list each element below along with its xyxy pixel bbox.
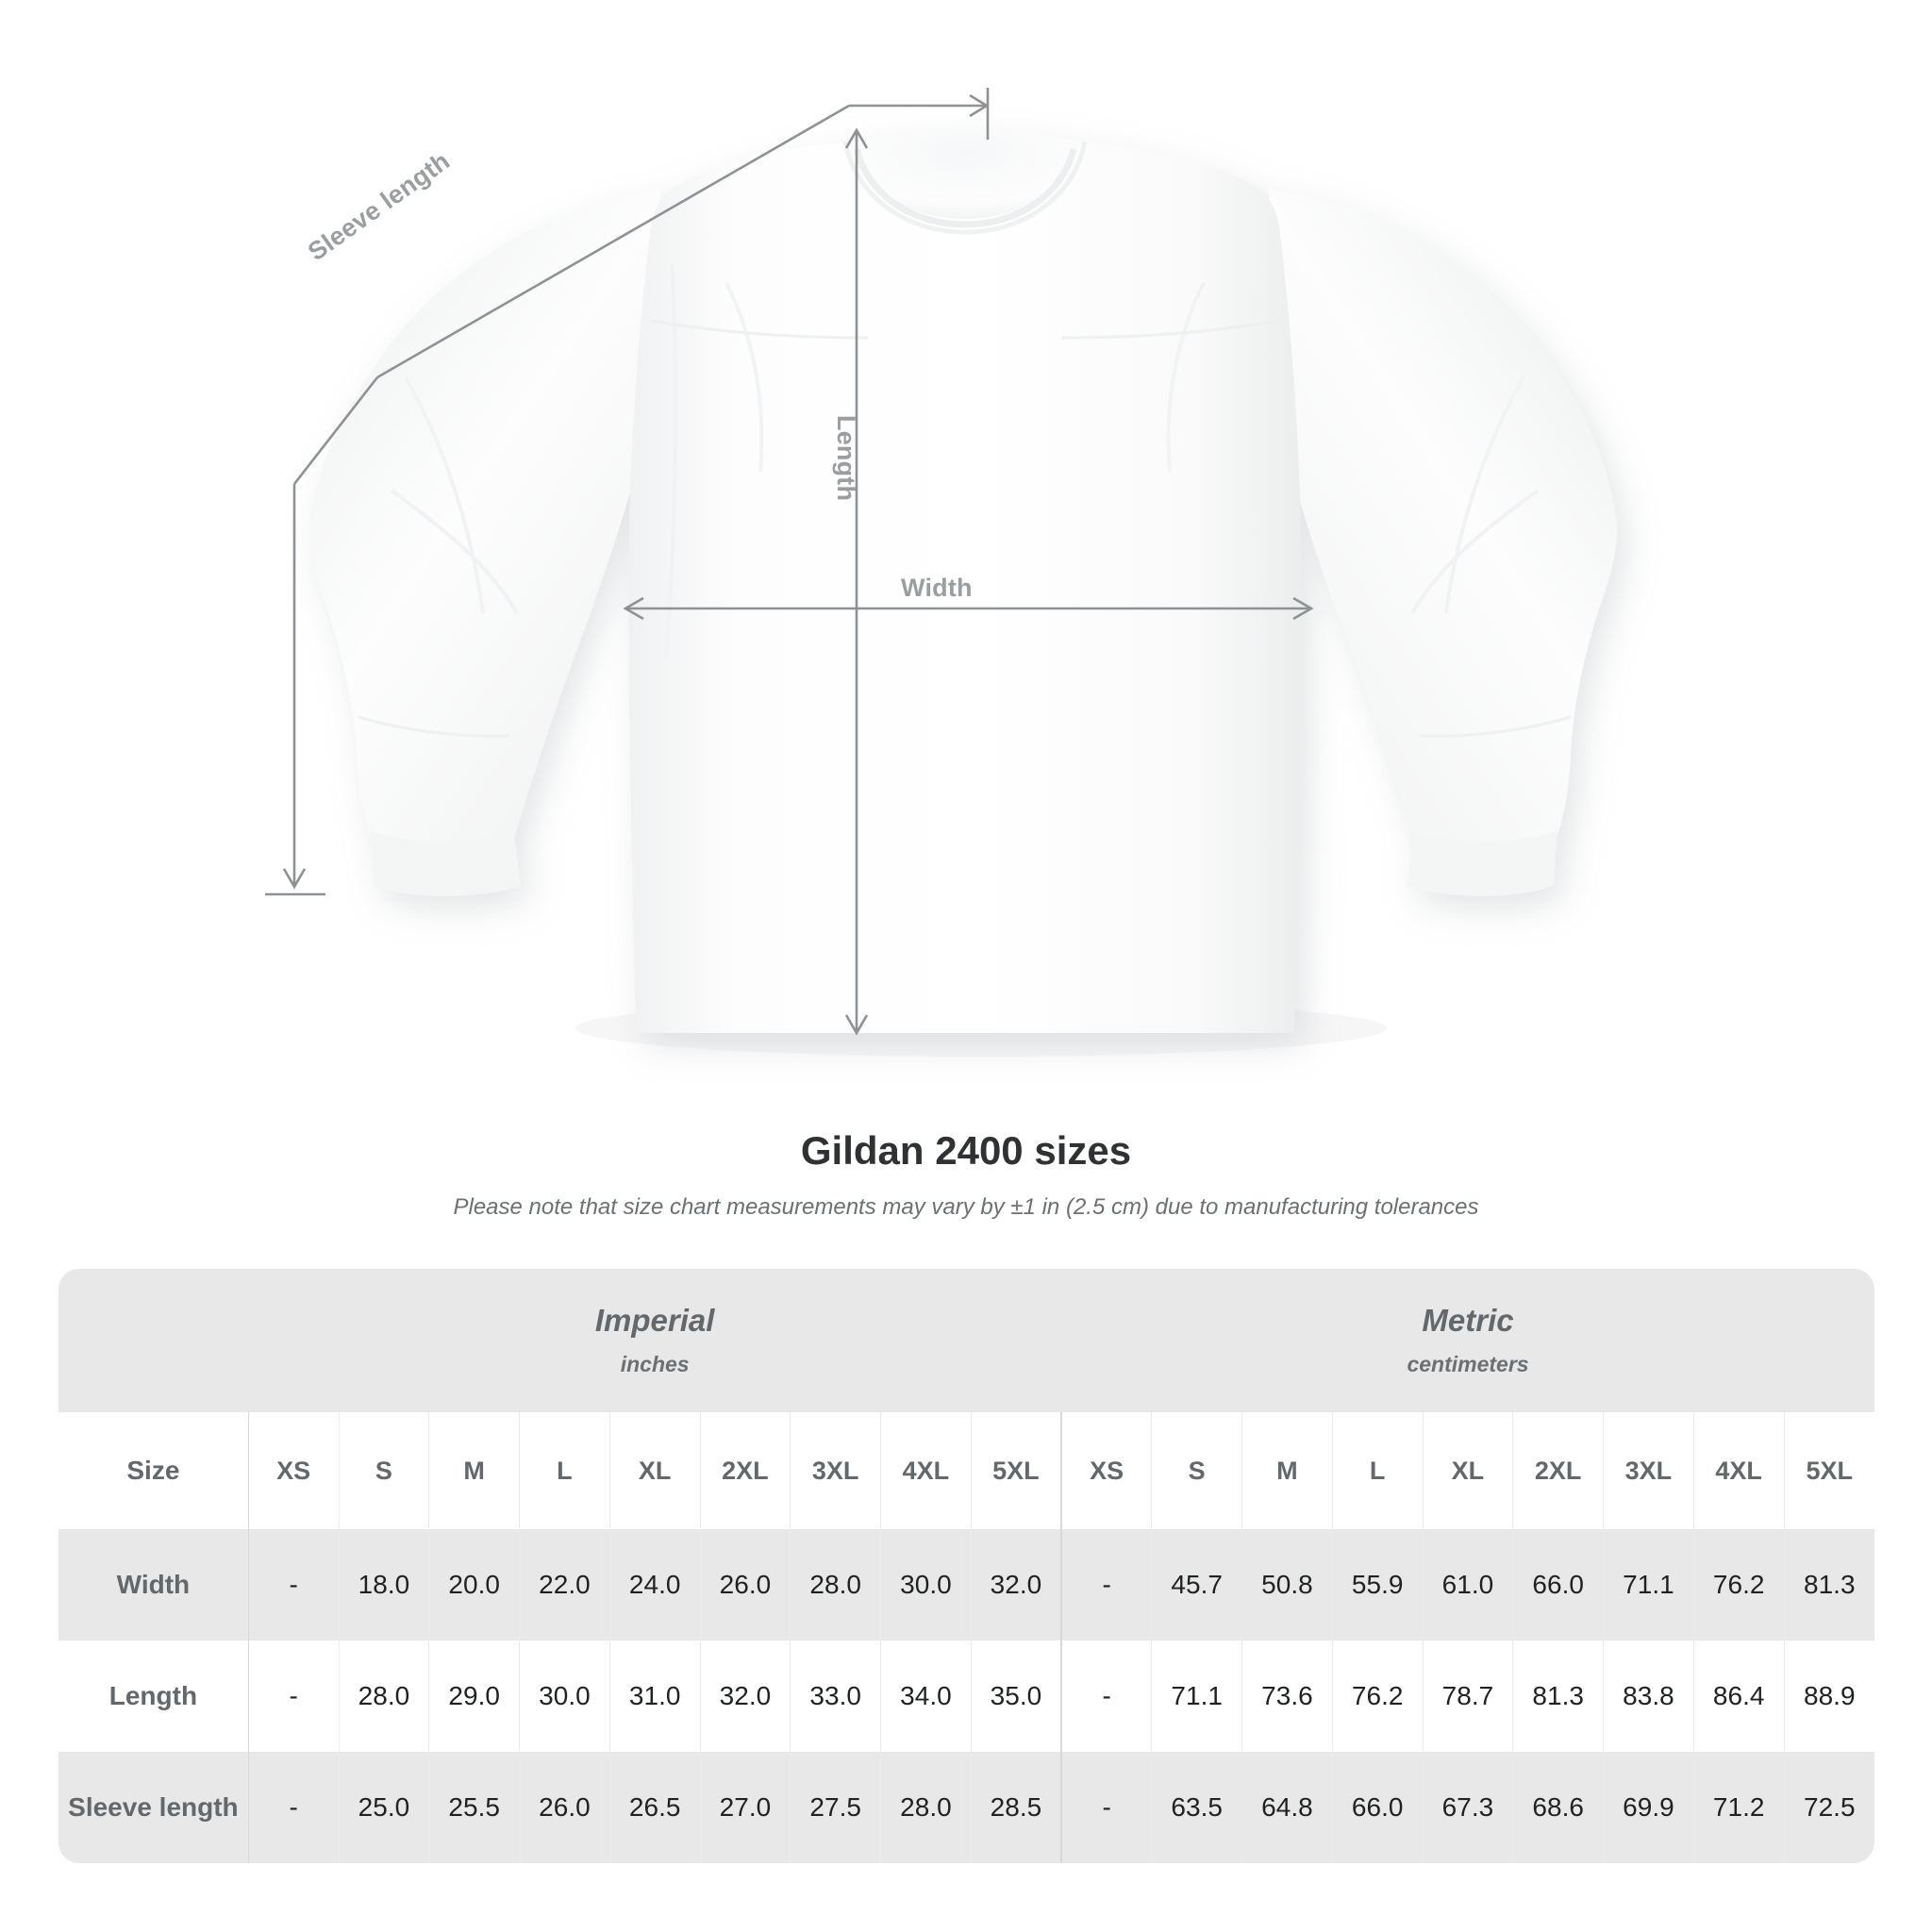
width-metric-l: 55.9	[1332, 1529, 1424, 1641]
width-measure-label: Width	[901, 574, 973, 602]
garment-illustration: Sleeve length Length Width	[265, 88, 1618, 1036]
table-row-length: Length - 28.0 29.0 30.0 31.0 32.0 33.0 3…	[58, 1641, 1874, 1752]
length-imperial-3xl: 33.0	[790, 1641, 882, 1752]
length-imperial-xl: 31.0	[609, 1641, 701, 1752]
width-metric-3xl: 71.1	[1603, 1529, 1694, 1641]
imperial-group-header: Imperial inches	[248, 1269, 1062, 1412]
imperial-system-label: Imperial	[594, 1303, 715, 1339]
length-metric-xs: -	[1060, 1641, 1153, 1752]
size-chart-table: Imperial inches Metric centimeters Size …	[58, 1269, 1874, 1863]
long-sleeve-shirt-graphic	[265, 88, 1618, 1036]
size-col-metric-xl: XL	[1423, 1412, 1514, 1529]
sleeve-metric-4xl: 71.2	[1693, 1752, 1785, 1863]
title-block: Gildan 2400 sizes Please note that size …	[0, 1128, 1932, 1221]
sleeve-imperial-3xl: 27.5	[790, 1752, 882, 1863]
width-imperial-4xl: 30.0	[880, 1529, 972, 1641]
width-metric-s: 45.7	[1151, 1529, 1243, 1641]
sleeve-metric-m: 64.8	[1241, 1752, 1333, 1863]
width-imperial-5xl: 32.0	[971, 1529, 1062, 1641]
size-header-cell: Size	[58, 1412, 249, 1529]
width-imperial-m: 20.0	[428, 1529, 521, 1641]
length-imperial-xs: -	[248, 1641, 340, 1752]
size-col-metric-3xl: 3XL	[1603, 1412, 1694, 1529]
width-imperial-xs: -	[248, 1529, 340, 1641]
width-imperial-3xl: 28.0	[790, 1529, 882, 1641]
length-imperial-2xl: 32.0	[700, 1641, 791, 1752]
length-imperial-s: 28.0	[339, 1641, 430, 1752]
sleeve-imperial-l: 26.0	[519, 1752, 610, 1863]
width-metric-m: 50.8	[1241, 1529, 1333, 1641]
size-chart-table-wrapper: Imperial inches Metric centimeters Size …	[58, 1269, 1874, 1863]
length-imperial-5xl: 35.0	[971, 1641, 1062, 1752]
sleeve-imperial-2xl: 27.0	[700, 1752, 791, 1863]
size-col-metric-s: S	[1151, 1412, 1243, 1529]
sleeve-metric-5xl: 72.5	[1784, 1752, 1874, 1863]
length-metric-3xl: 83.8	[1603, 1641, 1694, 1752]
sleeve-imperial-4xl: 28.0	[880, 1752, 972, 1863]
row-label-width: Width	[58, 1529, 249, 1641]
length-imperial-m: 29.0	[428, 1641, 521, 1752]
length-metric-xl: 78.7	[1423, 1641, 1514, 1752]
width-metric-4xl: 76.2	[1693, 1529, 1785, 1641]
length-imperial-4xl: 34.0	[880, 1641, 972, 1752]
length-metric-5xl: 88.9	[1784, 1641, 1874, 1752]
sleeve-imperial-5xl: 28.5	[971, 1752, 1062, 1863]
size-col-imperial-s: S	[339, 1412, 430, 1529]
size-col-metric-l: L	[1332, 1412, 1424, 1529]
metric-system-label: Metric	[1422, 1303, 1514, 1339]
width-imperial-l: 22.0	[519, 1529, 610, 1641]
table-row-width: Width - 18.0 20.0 22.0 24.0 26.0 28.0 30…	[58, 1529, 1874, 1641]
size-col-imperial-l: L	[519, 1412, 610, 1529]
page-title: Gildan 2400 sizes	[800, 1128, 1132, 1173]
width-metric-xl: 61.0	[1423, 1529, 1514, 1641]
sleeve-imperial-m: 25.5	[428, 1752, 521, 1863]
length-metric-s: 71.1	[1151, 1641, 1243, 1752]
width-imperial-s: 18.0	[339, 1529, 430, 1641]
size-col-metric-xs: XS	[1060, 1412, 1153, 1529]
size-col-metric-5xl: 5XL	[1784, 1412, 1874, 1529]
sleeve-metric-xl: 67.3	[1423, 1752, 1514, 1863]
width-metric-2xl: 66.0	[1512, 1529, 1605, 1641]
sleeve-metric-2xl: 68.6	[1512, 1752, 1605, 1863]
size-col-metric-4xl: 4XL	[1693, 1412, 1785, 1529]
row-label-sleeve-length: Sleeve length	[58, 1752, 249, 1863]
metric-group-header: Metric centimeters	[1061, 1269, 1874, 1412]
length-metric-4xl: 86.4	[1693, 1641, 1785, 1752]
size-col-imperial-5xl: 5XL	[971, 1412, 1062, 1529]
row-label-length: Length	[58, 1641, 249, 1752]
sleeve-imperial-xl: 26.5	[609, 1752, 701, 1863]
sleeve-metric-xs: -	[1060, 1752, 1153, 1863]
width-imperial-2xl: 26.0	[700, 1529, 791, 1641]
imperial-unit-label: inches	[620, 1351, 690, 1376]
size-col-imperial-2xl: 2XL	[700, 1412, 791, 1529]
sleeve-metric-3xl: 69.9	[1603, 1752, 1694, 1863]
length-metric-m: 73.6	[1241, 1641, 1333, 1752]
length-measure-label: Length	[832, 415, 860, 502]
width-metric-5xl: 81.3	[1784, 1529, 1874, 1641]
width-metric-xs: -	[1060, 1529, 1153, 1641]
sleeve-imperial-s: 25.0	[339, 1752, 430, 1863]
size-col-imperial-3xl: 3XL	[790, 1412, 882, 1529]
length-imperial-l: 30.0	[519, 1641, 610, 1752]
size-header-row: Size XS S M L XL 2XL 3XL 4XL 5XL XS S M …	[58, 1412, 1874, 1529]
unit-header-spacer	[58, 1269, 249, 1412]
size-col-imperial-4xl: 4XL	[880, 1412, 972, 1529]
length-metric-l: 76.2	[1332, 1641, 1424, 1752]
size-col-imperial-xs: XS	[248, 1412, 340, 1529]
length-metric-2xl: 81.3	[1512, 1641, 1605, 1752]
sleeve-metric-s: 63.5	[1151, 1752, 1243, 1863]
table-row-sleeve-length: Sleeve length - 25.0 25.5 26.0 26.5 27.0…	[58, 1752, 1874, 1863]
size-col-metric-m: M	[1241, 1412, 1333, 1529]
tolerance-note: Please note that size chart measurements…	[453, 1194, 1479, 1221]
sleeve-metric-l: 66.0	[1332, 1752, 1424, 1863]
unit-header-row: Imperial inches Metric centimeters	[58, 1269, 1874, 1412]
size-col-imperial-xl: XL	[609, 1412, 701, 1529]
width-imperial-xl: 24.0	[609, 1529, 701, 1641]
metric-unit-label: centimeters	[1407, 1351, 1529, 1376]
size-col-imperial-m: M	[428, 1412, 521, 1529]
sleeve-imperial-xs: -	[248, 1752, 340, 1863]
size-col-metric-2xl: 2XL	[1512, 1412, 1605, 1529]
